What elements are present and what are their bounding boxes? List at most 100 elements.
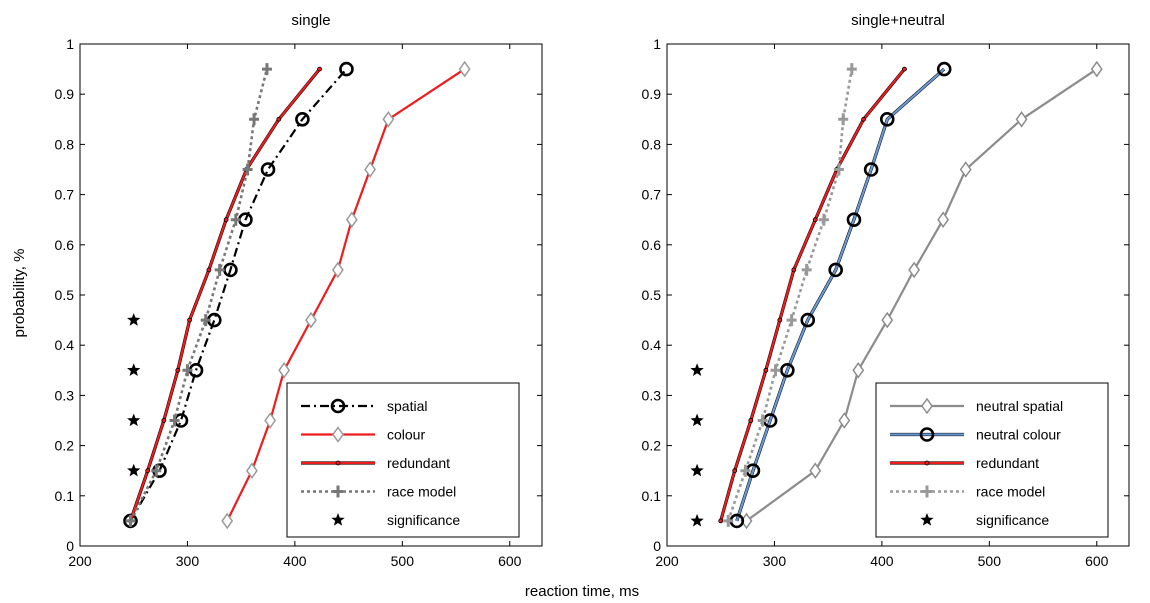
y-tick-label: 0.6 xyxy=(642,237,662,253)
legend-entry: neutral colour xyxy=(890,427,1061,443)
series-neutral-spatial xyxy=(740,60,1103,530)
legend-marker xyxy=(921,397,933,415)
legend-entry: redundant xyxy=(890,455,1039,471)
legend-box xyxy=(875,382,1109,538)
data-point xyxy=(846,212,862,227)
series-line xyxy=(735,68,945,522)
series-line xyxy=(726,68,854,522)
y-tick-label: 0.7 xyxy=(55,187,75,203)
data-point xyxy=(382,111,395,128)
series-significance xyxy=(127,313,141,477)
y-tick-label: 0.7 xyxy=(642,187,662,203)
legend-entry: significance xyxy=(331,512,460,528)
legend-entry: spatial xyxy=(301,398,427,414)
x-tick-label: 500 xyxy=(391,553,415,569)
legend-marker xyxy=(335,460,341,466)
data-point xyxy=(846,63,857,76)
data-point xyxy=(863,162,879,177)
y-tick-label: 0.5 xyxy=(642,287,662,303)
legend-label: spatial xyxy=(387,398,427,414)
legend-label: race model xyxy=(976,484,1045,500)
legend-marker xyxy=(333,485,343,498)
data-point xyxy=(364,161,377,178)
data-point xyxy=(200,314,211,327)
legend-label: colour xyxy=(387,427,425,443)
series-significance xyxy=(690,363,704,527)
data-point xyxy=(718,518,724,524)
data-point xyxy=(125,514,136,527)
legend: neutral spatial neutral colour redundant ra… xyxy=(875,382,1109,538)
legend-entry: neutral spatial xyxy=(890,397,1063,415)
series-line xyxy=(719,68,906,522)
data-point xyxy=(260,162,276,177)
data-point xyxy=(908,261,921,279)
x-axis-label: reaction time, ms xyxy=(525,583,639,600)
legend-marker xyxy=(332,426,344,443)
y-axis-label: probability, % xyxy=(11,249,28,338)
legend-marker xyxy=(924,460,930,466)
data-point xyxy=(295,112,310,127)
data-point xyxy=(690,363,704,376)
data-point xyxy=(145,468,151,474)
x-tick-label: 200 xyxy=(655,553,679,569)
legend: spatial colour redundant race model signific… xyxy=(286,382,520,538)
legend-entry: significance xyxy=(920,512,1049,528)
data-point xyxy=(801,263,812,276)
data-point xyxy=(245,462,258,479)
data-point xyxy=(214,263,225,276)
legend-entry: colour xyxy=(301,426,425,443)
data-point xyxy=(881,311,894,329)
data-point xyxy=(187,317,192,323)
y-tick-label: 0.4 xyxy=(642,337,662,353)
data-point xyxy=(458,60,471,78)
legend-marker xyxy=(922,485,932,498)
data-point xyxy=(690,413,704,427)
data-point xyxy=(127,463,141,477)
y-tick-label: 0.4 xyxy=(55,337,75,353)
data-point xyxy=(800,312,816,328)
data-point xyxy=(175,367,181,373)
x-tick-label: 600 xyxy=(1085,553,1109,569)
data-point xyxy=(740,464,751,477)
legend-entry: race model xyxy=(890,484,1045,500)
data-point xyxy=(278,362,291,379)
data-point xyxy=(305,311,317,329)
series-colour xyxy=(221,60,471,530)
data-point xyxy=(127,363,141,376)
data-point xyxy=(818,213,829,226)
data-point xyxy=(1090,60,1103,78)
panel-2: single+neutral 200 300 400 500 600 0 0.1 0.2 0.3 0… xyxy=(642,12,1130,569)
data-point xyxy=(879,112,895,127)
data-point xyxy=(861,116,867,122)
data-point xyxy=(230,213,241,226)
y-tick-label: 0 xyxy=(66,538,74,554)
data-point xyxy=(690,463,704,477)
data-point xyxy=(317,66,322,72)
data-point xyxy=(748,418,754,423)
data-point xyxy=(791,267,797,273)
data-point xyxy=(902,66,907,72)
data-point xyxy=(770,364,781,377)
data-point xyxy=(852,362,865,379)
legend-entry: race model xyxy=(301,484,456,500)
data-point xyxy=(127,313,141,326)
series-line xyxy=(129,68,321,522)
data-point xyxy=(169,414,180,427)
x-tick-label: 600 xyxy=(498,553,522,569)
data-point xyxy=(345,211,358,228)
y-tick-label: 0.3 xyxy=(55,387,75,403)
legend-marker xyxy=(920,513,934,526)
y-tick-label: 0.8 xyxy=(642,136,662,152)
y-tick-label: 0.1 xyxy=(55,488,75,504)
legend-label: race model xyxy=(387,484,456,500)
data-point xyxy=(780,362,795,378)
data-point xyxy=(786,314,797,327)
data-point xyxy=(182,364,193,377)
series-race-model xyxy=(723,63,857,527)
y-tick-label: 0.5 xyxy=(55,287,75,303)
y-tick-label: 1 xyxy=(653,36,661,52)
legend-label: redundant xyxy=(976,455,1039,471)
data-point xyxy=(732,468,738,474)
data-point xyxy=(264,412,277,429)
